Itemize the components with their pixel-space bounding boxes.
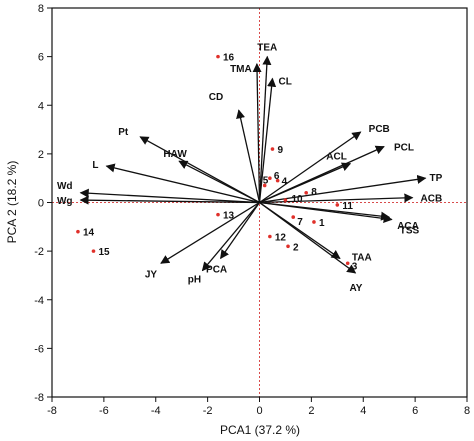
observation-label-2: 2 [293, 242, 299, 253]
observation-point-14 [76, 229, 80, 234]
observation-label-10: 10 [291, 194, 303, 205]
loading-label-tea: TEA [257, 43, 277, 54]
loading-label-taa: TAA [352, 252, 372, 263]
observation-point-13 [216, 212, 220, 217]
loading-arrow-wd [79, 188, 260, 204]
observation-point-15 [91, 249, 96, 253]
y-tick-label: 8 [38, 3, 44, 15]
loading-label-pcl: PCL [394, 143, 414, 154]
loading-label-tp: TP [430, 173, 443, 184]
loading-arrow-tss [259, 201, 393, 223]
observation-point-12 [268, 234, 272, 239]
loading-label-pt: Pt [118, 127, 129, 138]
loading-arrow-acb [259, 193, 414, 204]
y-tick-label: -2 [34, 246, 44, 258]
observation-label-7: 7 [297, 217, 303, 228]
x-tick-label: -8 [47, 405, 57, 417]
observation-label-13: 13 [223, 211, 235, 222]
observation-label-8: 8 [311, 187, 317, 198]
y-tick-label: -4 [34, 295, 44, 307]
loading-label-ay: AY [349, 283, 362, 294]
x-tick-label: -2 [203, 405, 213, 417]
observation-label-11: 11 [342, 201, 353, 212]
loading-label-acb: ACB [421, 194, 443, 205]
loading-label-wd: Wd [57, 181, 73, 192]
loading-arrow-tp [259, 174, 427, 204]
observation-label-6: 6 [274, 171, 280, 182]
loading-arrow-jy [160, 201, 260, 264]
loading-arrow-tma [252, 63, 262, 203]
observation-point-7 [291, 215, 296, 219]
y-tick-label: -6 [34, 343, 44, 355]
y-tick-label: 2 [38, 149, 44, 161]
y-tick-label: 6 [38, 52, 44, 64]
loading-label-cl: CL [278, 77, 291, 88]
loading-arrow-acl [259, 162, 352, 204]
loading-arrow-ay [259, 201, 357, 274]
observation-label-16: 16 [223, 53, 235, 64]
x-tick-label: 6 [412, 405, 418, 417]
loading-label-tss: TSS [400, 226, 420, 237]
x-tick-label: -4 [151, 405, 161, 417]
observation-point-16 [216, 54, 220, 59]
observation-point-5 [262, 183, 267, 188]
observation-point-11 [335, 203, 340, 207]
x-axis-title: PCA1 (37.2 %) [220, 423, 300, 437]
observation-point-6 [268, 176, 272, 180]
loading-label-cd: CD [209, 92, 223, 103]
observation-label-15: 15 [99, 247, 111, 258]
observation-point-3 [345, 261, 350, 266]
x-tick-label: 0 [256, 405, 262, 417]
loading-arrow-wg [79, 195, 260, 205]
loading-label-wg: Wg [57, 196, 73, 207]
observation-label-4: 4 [282, 177, 288, 188]
observation-label-14: 14 [83, 228, 95, 239]
loading-arrow-tea [258, 55, 272, 203]
loading-arrow-l [105, 163, 260, 204]
observation-label-5: 5 [263, 175, 269, 186]
loading-label-pcb: PCB [369, 124, 390, 135]
observation-point-9 [270, 147, 275, 151]
y-axis-title: PCA 2 (18.2 %) [5, 161, 19, 244]
observation-point-8 [304, 190, 308, 195]
observation-label-1: 1 [319, 218, 325, 229]
loading-label-ph: pH [188, 275, 201, 286]
y-tick-label: -8 [34, 392, 44, 404]
observation-point-2 [286, 244, 290, 249]
loading-label-tma: TMA [230, 64, 252, 75]
loading-arrow-ph [201, 202, 260, 272]
observation-label-12: 12 [275, 233, 287, 244]
y-tick-label: 4 [38, 100, 44, 112]
loading-label-pca: PCA [206, 264, 227, 275]
loading-label-haw: HAW [163, 149, 187, 160]
y-tick-label: 0 [38, 198, 44, 210]
loading-label-l: L [92, 160, 98, 171]
loading-label-aca: ACA [397, 221, 419, 232]
loading-arrow-cl [258, 77, 277, 203]
observation-point-10 [283, 198, 288, 202]
loading-arrow-pt [139, 136, 260, 204]
loading-label-acl: ACL [326, 152, 347, 163]
x-tick-label: 2 [308, 405, 314, 417]
observation-point-4 [275, 178, 280, 183]
x-tick-label: 4 [360, 405, 366, 417]
loading-arrow-pca [220, 202, 261, 260]
x-tick-label: 8 [464, 405, 470, 417]
observation-label-3: 3 [352, 261, 358, 272]
observation-point-1 [312, 220, 316, 224]
x-tick-label: -6 [99, 405, 109, 417]
observation-label-9: 9 [277, 145, 283, 156]
loading-arrow-cd [236, 109, 261, 203]
loading-label-jy: JY [145, 269, 158, 280]
loading-arrow-pcb [259, 131, 362, 204]
